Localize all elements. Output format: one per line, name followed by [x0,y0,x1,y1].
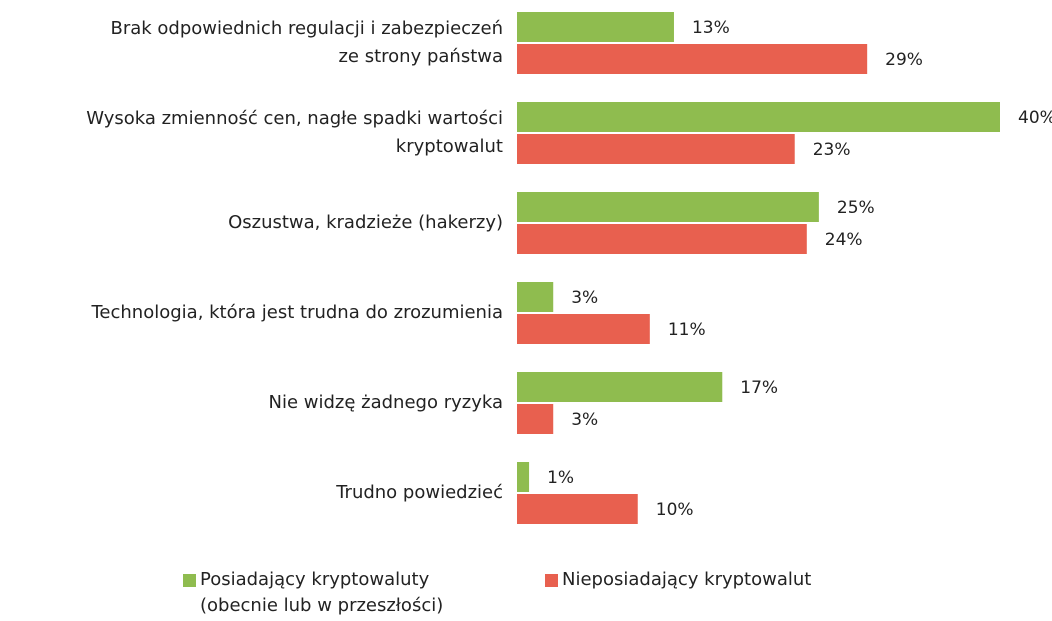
value-label: 10% [656,500,694,520]
bar [517,372,723,402]
bar [517,282,554,312]
value-label: 23% [813,140,851,160]
bar [517,462,530,492]
category-label: Technologia, która jest trudna do zrozum… [91,302,503,323]
category-label: Brak odpowiednich regulacji i zabezpiecz… [110,18,503,67]
bar [517,134,795,164]
legend-label: Posiadający kryptowaluty (obecnie lub w … [200,569,444,616]
category-label: Nie widzę żadnego ryzyka [268,392,504,413]
bar [517,102,1000,132]
value-label: 17% [740,378,778,398]
value-label: 25% [837,198,875,218]
value-label: 11% [668,320,706,340]
category-label: Trudno powiedzieć [336,482,503,503]
value-label: 40% [1018,108,1052,128]
category-label: Oszustwa, kradzieże (hakerzy) [228,212,503,233]
bar [517,314,650,344]
value-label: 3% [571,410,598,430]
value-label: 24% [825,230,863,250]
value-label: 29% [885,50,923,70]
bar [517,44,868,74]
bar [517,494,638,524]
legend-swatch [545,574,558,587]
bar [517,224,807,254]
category-label: Wysoka zmienność cen, nagłe spadki warto… [86,108,503,157]
value-label: 13% [692,18,730,38]
legend-swatch [183,574,196,587]
bar [517,192,819,222]
legend-label: Nieposiadający kryptowalut [562,569,812,590]
bar [517,12,674,42]
bar [517,404,554,434]
value-label: 1% [547,468,574,488]
value-label: 3% [571,288,598,308]
